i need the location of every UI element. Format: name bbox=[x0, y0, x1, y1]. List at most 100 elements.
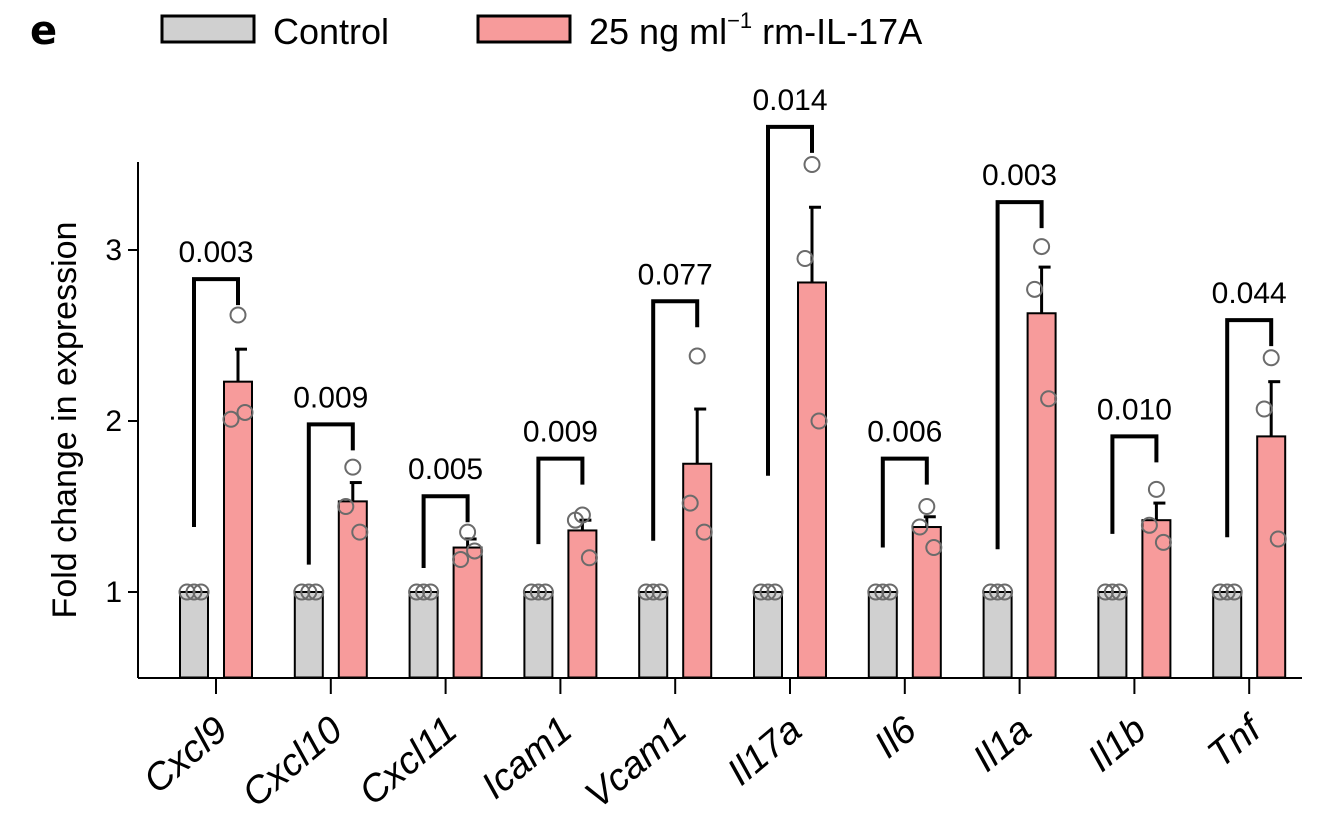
point-treated-Cxcl11 bbox=[459, 523, 477, 541]
p-value-Il1b: 0.010 bbox=[1097, 393, 1172, 426]
x-tick-label-Vcam1: Vcam1 bbox=[577, 709, 695, 817]
p-value-Il6: 0.006 bbox=[867, 416, 942, 449]
panel-label: e bbox=[30, 8, 57, 54]
bar-treated-Icam1 bbox=[567, 529, 598, 679]
point-treated-Il1a bbox=[1040, 390, 1058, 408]
point-control-Il1a bbox=[996, 583, 1014, 601]
point-treated-Il17a bbox=[810, 412, 828, 430]
point-treated-Il6 bbox=[925, 539, 943, 557]
p-value-Il1a: 0.003 bbox=[982, 159, 1057, 192]
point-control-Il1b bbox=[1110, 583, 1128, 601]
bar-control-Il6 bbox=[867, 591, 898, 679]
point-treated-Icam1 bbox=[566, 511, 584, 529]
legend-swatch-control bbox=[160, 14, 256, 44]
point-control-Cxcl9 bbox=[185, 583, 203, 601]
bar-control-Tnf bbox=[1212, 591, 1243, 679]
x-tick-label-Tnf: Tnf bbox=[1200, 707, 1272, 777]
bracket-Vcam1 bbox=[651, 299, 700, 541]
point-treated-Icam1 bbox=[580, 549, 598, 567]
y-tick-label: 2 bbox=[105, 405, 122, 438]
bracket-Tnf bbox=[1225, 318, 1274, 538]
bracket-Cxcl10 bbox=[306, 422, 355, 565]
point-treated-Il1a bbox=[1033, 238, 1051, 256]
p-value-Il17a: 0.014 bbox=[752, 84, 827, 117]
p-value-Cxcl10: 0.009 bbox=[293, 381, 368, 414]
bracket-Il17a bbox=[766, 124, 814, 476]
bracket-Il1a bbox=[995, 200, 1044, 550]
point-control-Il6 bbox=[881, 583, 899, 601]
bar-control-Il1b bbox=[1097, 591, 1128, 679]
y-axis-label: Fold change in expression bbox=[46, 222, 84, 619]
point-control-Cxcl10 bbox=[300, 583, 318, 601]
point-treated-Tnf bbox=[1269, 530, 1287, 548]
data-points bbox=[178, 156, 1287, 601]
bar-treated-Cxcl10 bbox=[337, 500, 368, 679]
point-control-Icam1 bbox=[529, 583, 547, 601]
point-control-Cxcl9 bbox=[192, 583, 210, 601]
bar-control-Cxcl10 bbox=[293, 591, 324, 679]
point-control-Il1a bbox=[989, 583, 1007, 601]
bar-treated-Cxcl9 bbox=[223, 380, 253, 679]
legend-label-control: Control bbox=[273, 11, 389, 52]
bar-treated-Il17a bbox=[797, 281, 827, 679]
bracket-Cxcl9 bbox=[192, 277, 240, 528]
x-tick-label-Il17a: Il17a bbox=[720, 709, 810, 794]
point-treated-Il1b bbox=[1154, 533, 1172, 551]
bar-control-Il17a bbox=[753, 591, 783, 679]
bar-control-Vcam1 bbox=[638, 591, 669, 679]
point-treated-Tnf bbox=[1262, 349, 1280, 367]
x-tick-label-Il6: Il6 bbox=[867, 708, 925, 767]
point-control-Cxcl11 bbox=[422, 583, 440, 601]
bar-treated-Il1a bbox=[1026, 312, 1057, 679]
point-treated-Il6 bbox=[911, 518, 929, 536]
legend-swatch-treated bbox=[476, 14, 572, 44]
point-treated-Cxcl10 bbox=[344, 458, 362, 476]
bars bbox=[179, 281, 1287, 679]
legend-label-treated: 25 ng ml−1 rm-IL-17A bbox=[589, 8, 922, 52]
point-control-Il6 bbox=[874, 583, 892, 601]
point-treated-Vcam1 bbox=[681, 494, 699, 512]
point-treated-Cxcl11 bbox=[452, 551, 470, 569]
p-value-Cxcl9: 0.003 bbox=[178, 236, 253, 269]
p-value-Tnf: 0.044 bbox=[1212, 277, 1287, 310]
x-tick-label-Cxcl9: Cxcl9 bbox=[136, 709, 236, 802]
point-control-Il1b bbox=[1103, 583, 1121, 601]
point-control-Il17a bbox=[766, 583, 784, 601]
bracket-Cxcl11 bbox=[421, 494, 470, 569]
legend: Control 25 ng ml−1 rm-IL-17A bbox=[160, 8, 922, 52]
x-tick-label-Cxcl11: Cxcl11 bbox=[352, 709, 466, 814]
point-treated-Il17a bbox=[796, 250, 814, 268]
point-control-Tnf bbox=[1218, 583, 1236, 601]
point-control-Vcam1 bbox=[644, 583, 662, 601]
bracket-Icam1 bbox=[536, 456, 585, 545]
p-value-Cxcl11: 0.005 bbox=[408, 453, 483, 486]
bar-control-Cxcl9 bbox=[179, 591, 209, 679]
point-treated-Tnf bbox=[1255, 400, 1273, 418]
point-control-Tnf bbox=[1225, 583, 1243, 601]
point-treated-Cxcl10 bbox=[351, 523, 369, 541]
point-control-Il17a bbox=[759, 583, 777, 601]
point-treated-Cxcl10 bbox=[337, 498, 355, 515]
point-control-Cxcl11 bbox=[415, 583, 433, 601]
point-treated-Cxcl9 bbox=[236, 403, 254, 421]
point-treated-Vcam1 bbox=[688, 347, 706, 365]
x-tick-label-Il1a: Il1a bbox=[965, 709, 1039, 781]
p-value-Icam1: 0.009 bbox=[523, 416, 598, 449]
x-tick-label-Il1b: Il1b bbox=[1080, 709, 1154, 781]
y-tick-label: 3 bbox=[105, 234, 122, 267]
point-treated-Il17a bbox=[803, 156, 821, 173]
point-control-Icam1 bbox=[536, 583, 554, 601]
bar-control-Cxcl11 bbox=[408, 591, 439, 679]
y-ticks: 1 2 3 bbox=[105, 234, 138, 609]
bar-treated-Tnf bbox=[1256, 435, 1287, 679]
point-control-Vcam1 bbox=[651, 583, 669, 601]
bracket-Il6 bbox=[880, 456, 929, 548]
bracket-Il1b bbox=[1110, 434, 1159, 534]
p-value-Vcam1: 0.077 bbox=[638, 258, 713, 291]
point-treated-Il1b bbox=[1140, 516, 1158, 534]
bar-control-Il1a bbox=[982, 591, 1013, 679]
point-treated-Vcam1 bbox=[695, 523, 713, 541]
point-treated-Cxcl11 bbox=[466, 542, 484, 560]
y-tick-label: 1 bbox=[105, 576, 122, 609]
point-control-Cxcl10 bbox=[307, 583, 325, 601]
